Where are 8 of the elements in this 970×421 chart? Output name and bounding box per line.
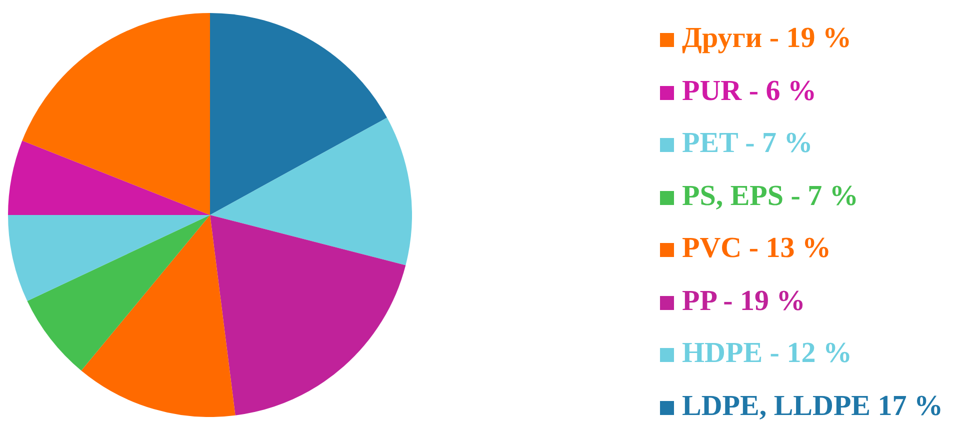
legend-label: HDPE - 12 %: [682, 337, 852, 369]
legend-label: LDPE, LLDPE 17 %: [682, 390, 944, 421]
legend-label: PP - 19 %: [682, 284, 806, 316]
legend-label: PVC - 13 %: [682, 232, 832, 264]
legend-label: PET - 7 %: [682, 127, 813, 159]
legend-label: PUR - 6 %: [682, 74, 817, 106]
legend-label: Други - 19 %: [682, 22, 852, 54]
legend-label: PS, EPS - 7 %: [682, 180, 858, 212]
